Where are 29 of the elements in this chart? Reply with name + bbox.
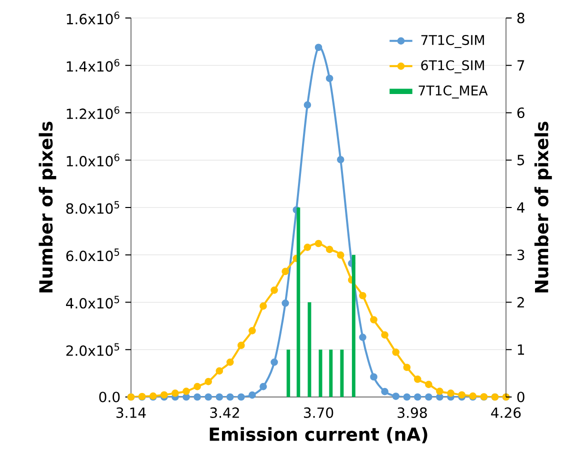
x-tick-label: 3.42 (210, 407, 239, 418)
y-tick-label: 1.4x10$^{6}$ (66, 58, 120, 72)
y-tick-label: 1.2x10$^{6}$ (66, 106, 120, 120)
y2-tick-label: 1 (518, 344, 524, 355)
x-axis-title: Emission current (nA) (210, 427, 428, 444)
y2-tick-label: 0 (517, 392, 524, 402)
y2-tick-label: 2 (517, 297, 524, 308)
legend-label: 6T1C_SIM (421, 60, 484, 74)
y2-tick-label: 6 (517, 107, 524, 118)
y2-tick-label: 4 (517, 202, 525, 213)
x-tick-label: 3.14 (116, 407, 146, 418)
y-tick-label: 8.0x10$^{5}$ (66, 201, 120, 214)
y-tick-label: 0.0 (99, 392, 120, 402)
y-tick-label: 2.0x10$^{5}$ (66, 343, 120, 356)
y2-tick-label: 5 (517, 154, 524, 166)
legend-label: 7T1C_SIM (421, 34, 484, 48)
y2-tick-label: 7 (518, 60, 524, 70)
legend-label: 7T1C_MEA (418, 85, 488, 98)
x-tick-label: 3.98 (398, 407, 427, 418)
x-tick-label: 4.26 (491, 407, 521, 418)
y-tick-label: 1.0x10$^{6}$ (66, 154, 120, 166)
x-tick-label: 3.70 (304, 407, 334, 418)
y2-axis-title: Number of pixels (534, 122, 552, 292)
y2-tick-label: 8 (517, 12, 524, 24)
y2-tick-label: 3 (517, 250, 524, 260)
y-tick-label: 4.0x10$^{5}$ (66, 296, 120, 309)
y-tick-label: 1.6x10$^{6}$ (66, 12, 120, 24)
y-axis-title: Number of pixels (38, 122, 56, 292)
y-tick-label: 6.0x10$^{5}$ (66, 248, 120, 262)
